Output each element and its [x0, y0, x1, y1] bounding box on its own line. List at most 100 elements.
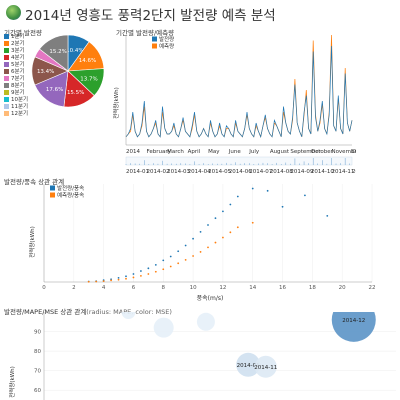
pie-chart: 10.4% 14.6% 13.7% 15.5% 17.6% 13.4% 15.2%: [31, 34, 105, 108]
ts-y-label: 전력량(kWh): [112, 87, 120, 119]
legend-label: 12분기: [11, 111, 29, 117]
pie-legend-item[interactable]: 7분기: [4, 76, 28, 83]
scatter-point-forecast: [162, 268, 165, 271]
scatter-x-tick: 12: [219, 285, 226, 291]
scatter-x-tick: 22: [369, 285, 376, 291]
scatter-point-forecast: [214, 241, 217, 244]
legend-swatch: [4, 90, 9, 95]
scatter-point-actual: [117, 276, 120, 279]
scatter-x-tick: 18: [309, 285, 316, 291]
pie-legend-item[interactable]: 9분기: [4, 90, 28, 97]
legend-swatch: [4, 111, 9, 116]
scatter-point-actual: [192, 237, 194, 240]
ts-brush-tick: 2014-02: [147, 169, 170, 175]
scatter-point-actual: [304, 194, 306, 197]
pie-legend-item[interactable]: 4분기: [4, 55, 28, 62]
pie-slice: [39, 34, 69, 72]
scatter-title: 발전량/풍속 상관 관계: [4, 178, 65, 186]
scatter-x-tick: 6: [132, 285, 136, 291]
scatter-point-forecast: [236, 226, 239, 229]
scatter-point-forecast: [125, 277, 127, 280]
bubble-y-tick: 70: [34, 369, 41, 375]
ts-line-forecast: [125, 34, 353, 138]
bubble-label: 2014-11: [254, 365, 277, 371]
ts-legend-label: 예측량: [159, 42, 174, 50]
bubble-mark: [121, 312, 136, 319]
pie-legend-item[interactable]: 5분기: [4, 62, 28, 69]
scatter-y-label: 전력량(kWh): [28, 226, 36, 258]
scatter-point-actual: [177, 250, 180, 253]
scatter-x-tick: 10: [190, 285, 197, 291]
ts-month-label: March: [167, 149, 184, 155]
pie-slice-label: 17.6%: [46, 87, 63, 93]
scatter-x-tick: 2: [72, 285, 76, 291]
legend-label: 8분기: [11, 83, 25, 89]
scatter-point-forecast: [132, 276, 135, 279]
ts-month-label: February: [147, 149, 172, 155]
scatter-x-tick: 4: [102, 285, 106, 291]
scatter-point-forecast: [117, 278, 120, 281]
ts-line-actual: [125, 45, 353, 138]
ts-month-label: May: [208, 149, 220, 155]
scatter-point-actual: [147, 267, 150, 270]
pie-legend-item[interactable]: 6분기: [4, 69, 28, 76]
ts-brush-tick: 2014-05: [208, 169, 231, 175]
ts-month-label: December: [352, 149, 356, 155]
bubble-label: 2014-12: [342, 318, 365, 324]
pie-legend-item[interactable]: 1분기: [4, 34, 28, 41]
scatter-point-forecast: [102, 280, 105, 282]
scatter-x-label: 풍속(m/s): [197, 294, 224, 302]
pie-slice-label: 13.4%: [37, 69, 54, 75]
pie-title: 기간별 발전량: [4, 29, 42, 37]
ts-brush-tick: 2014-08: [270, 169, 293, 175]
scatter-point-actual: [266, 189, 269, 192]
scatter-point-forecast: [229, 231, 232, 234]
scatter-point-actual: [169, 255, 172, 258]
bubble-label: 2014-01: [237, 363, 260, 369]
scatter-point-actual: [281, 205, 284, 208]
bubble-title: 발전량/MAPE/MSE 상관 관계: [4, 308, 87, 316]
scatter-point-forecast: [222, 236, 224, 239]
scatter-point-actual: [222, 210, 224, 213]
bubble-mark: [331, 312, 376, 342]
scatter-point-forecast: [184, 258, 187, 261]
ts-month-label: August: [270, 149, 290, 155]
scatter-point-forecast: [110, 279, 112, 282]
scatter-x-tick: 8: [162, 285, 166, 291]
pie-slice-label: 14.6%: [79, 58, 96, 64]
ts-brush-tick: 2014-09: [290, 169, 313, 175]
ts-brush-tick: 2014-04: [188, 169, 211, 175]
pie-slice-label: 10.4%: [66, 48, 83, 54]
pie-legend: 1분기 2분기 3분기 4분기 5분기 6분기 7분기 8분기 9분기 10분기 11분기 12분기: [4, 34, 28, 118]
legend-label: 10분기: [11, 97, 29, 103]
pie-legend-item[interactable]: 3분기: [4, 48, 28, 55]
pie-legend-item[interactable]: 2분기: [4, 41, 28, 48]
scatter-point-forecast: [199, 251, 202, 253]
scatter-point-actual: [199, 230, 202, 233]
pie-slice-label: 13.7%: [80, 76, 97, 82]
pie-legend-item[interactable]: 12분기: [4, 111, 28, 118]
bubble-mark: [153, 317, 174, 338]
scatter-point-forecast: [251, 221, 254, 224]
ts-legend-swatch: [152, 36, 157, 42]
pie-legend-item[interactable]: 11분기: [4, 104, 28, 111]
legend-label: 3분기: [11, 48, 25, 54]
scatter-point-forecast: [87, 280, 90, 283]
ts-month-label: June: [228, 149, 242, 155]
pie-legend-item[interactable]: 8분기: [4, 83, 28, 90]
legend-swatch: [4, 34, 9, 39]
scatter-point-forecast: [147, 273, 150, 275]
scatter-x-tick: 0: [42, 285, 46, 291]
legend-swatch: [4, 62, 9, 67]
ts-month-label: September: [290, 149, 321, 155]
ts-brush-tick: 2014-07: [249, 169, 272, 175]
legend-label: 7분기: [11, 76, 25, 82]
scatter-point-actual: [184, 244, 187, 247]
bubble-mark: [254, 355, 277, 378]
scatter-x-tick: 20: [339, 285, 346, 291]
legend-label: 2분기: [11, 41, 25, 47]
legend-swatch: [4, 55, 9, 60]
ts-month-label: October: [311, 149, 334, 155]
pie-legend-item[interactable]: 10분기: [4, 97, 28, 104]
